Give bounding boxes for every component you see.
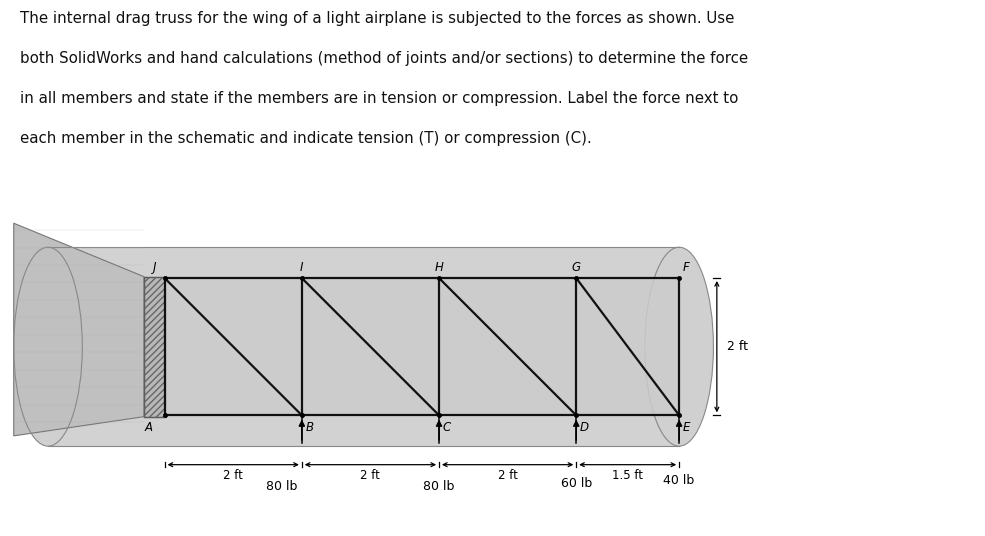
Bar xyxy=(48,247,679,446)
Text: E: E xyxy=(683,421,689,434)
Bar xyxy=(144,277,164,416)
Text: 2 ft: 2 ft xyxy=(224,469,243,482)
Text: each member in the schematic and indicate tension (T) or compression (C).: each member in the schematic and indicat… xyxy=(20,131,591,146)
Bar xyxy=(144,277,164,416)
Polygon shape xyxy=(439,278,576,415)
Text: I: I xyxy=(300,261,303,274)
Polygon shape xyxy=(14,223,144,436)
Polygon shape xyxy=(301,278,439,415)
Text: both SolidWorks and hand calculations (method of joints and/or sections) to dete: both SolidWorks and hand calculations (m… xyxy=(20,51,748,66)
Text: 1.5 ft: 1.5 ft xyxy=(612,469,643,482)
Text: B: B xyxy=(305,421,313,434)
Text: A: A xyxy=(144,421,153,434)
Text: 40 lb: 40 lb xyxy=(664,474,694,487)
Text: 2 ft: 2 ft xyxy=(497,469,517,482)
Text: J: J xyxy=(153,261,157,274)
Text: C: C xyxy=(442,421,451,434)
Text: G: G xyxy=(571,261,581,274)
Text: 60 lb: 60 lb xyxy=(560,477,592,490)
Polygon shape xyxy=(164,278,301,415)
Polygon shape xyxy=(576,278,679,415)
Text: in all members and state if the members are in tension or compression. Label the: in all members and state if the members … xyxy=(20,91,738,106)
Text: 80 lb: 80 lb xyxy=(266,480,296,494)
Text: H: H xyxy=(434,261,443,274)
Text: The internal drag truss for the wing of a light airplane is subjected to the for: The internal drag truss for the wing of … xyxy=(20,11,734,26)
Ellipse shape xyxy=(645,247,713,446)
Text: 80 lb: 80 lb xyxy=(424,480,455,494)
Text: D: D xyxy=(579,421,589,434)
Text: 2 ft: 2 ft xyxy=(727,340,749,353)
Text: F: F xyxy=(683,261,689,274)
Text: 2 ft: 2 ft xyxy=(361,469,380,482)
Ellipse shape xyxy=(14,247,83,446)
